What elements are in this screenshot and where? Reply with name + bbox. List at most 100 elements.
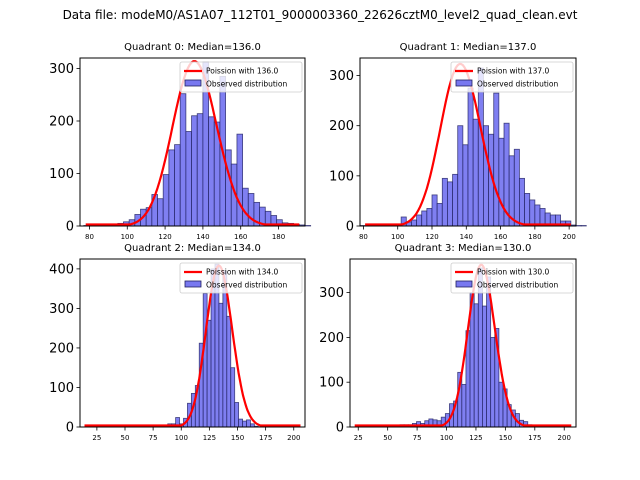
- y-tick-label: 100: [319, 376, 344, 391]
- histogram-bar: [157, 198, 164, 227]
- quadrant-0-axes: 80 100 120 140 160 180 0 100 200 300 Quadrant 0: M…: [49, 42, 312, 241]
- x-tick-label: 80: [359, 233, 368, 241]
- histogram-bar: [416, 214, 423, 227]
- histogram-bar: [580, 225, 587, 227]
- legend-label-observed: Observed distribution: [477, 80, 558, 89]
- legend: Poission with 130.0 Observed distribution: [450, 262, 574, 294]
- y-tick-label: 100: [49, 381, 74, 396]
- histogram-bars: [359, 67, 587, 227]
- histogram-bar: [524, 193, 531, 227]
- x-tick-label: 100: [121, 233, 134, 241]
- histogram-bar: [202, 292, 208, 428]
- histogram-bar: [242, 420, 247, 428]
- x-tick-label: 25: [92, 434, 101, 442]
- y-tick-label: 300: [329, 69, 354, 84]
- y-tick-label: 400: [49, 262, 74, 277]
- x-tick-label: 200: [287, 434, 300, 442]
- y-tick-label: 200: [49, 115, 74, 130]
- y-tick-label: 0: [346, 220, 354, 235]
- x-tick-label: 160: [234, 233, 247, 241]
- x-tick-label: 120: [425, 233, 438, 241]
- x-tick-label: 180: [528, 233, 541, 241]
- histogram-bar: [234, 402, 240, 428]
- x-tick-label: 150: [231, 434, 244, 442]
- histogram-bar: [493, 92, 500, 227]
- x-tick-label: 75: [413, 434, 422, 442]
- x-tick-label: 100: [440, 434, 453, 442]
- y-tick-label: 100: [49, 167, 74, 182]
- histogram-bar: [534, 204, 541, 227]
- x-tick-label: 200: [558, 434, 571, 442]
- histogram-bar: [461, 384, 467, 428]
- histogram-bar: [539, 208, 546, 227]
- histogram-bar: [218, 302, 224, 428]
- histogram-bar: [431, 194, 438, 227]
- poisson-curve: [84, 264, 301, 427]
- legend-box: [179, 61, 303, 93]
- x-tick-label: 200: [562, 233, 575, 241]
- axes-frame: [349, 258, 577, 428]
- histogram-bar: [246, 419, 251, 428]
- axes-title: Quadrant 2: Median=134.0: [124, 243, 261, 254]
- histogram-bar: [482, 305, 487, 428]
- histogram-bar: [226, 315, 232, 428]
- legend-bar-swatch: [455, 79, 473, 87]
- histogram-bar: [472, 118, 479, 227]
- legend-label-poisson: Poission with 130.0: [477, 268, 550, 277]
- histogram-bar: [436, 203, 443, 227]
- histogram-bar: [467, 87, 474, 227]
- x-tick-label: 140: [460, 233, 473, 241]
- histogram-bar: [236, 133, 244, 227]
- histogram-bar: [529, 199, 536, 227]
- y-tick-label: 200: [319, 331, 344, 346]
- x-tick-label: 175: [259, 434, 272, 442]
- histogram-bar: [513, 148, 520, 227]
- histogram-bar: [426, 208, 433, 227]
- histogram-bar: [498, 137, 505, 227]
- y-tick-label: 300: [49, 62, 74, 77]
- histogram-bar: [304, 225, 312, 227]
- histogram-bar: [162, 174, 170, 227]
- x-tick-label: 175: [528, 434, 541, 442]
- histogram-bar: [230, 367, 236, 428]
- axes-title: Quadrant 1: Median=137.0: [400, 42, 537, 53]
- y-tick-label: 200: [329, 119, 354, 134]
- histogram-bar: [462, 144, 469, 227]
- y-tick-label: 0: [66, 421, 74, 436]
- histogram-bar: [441, 177, 448, 227]
- histogram-bar: [168, 149, 175, 227]
- histogram-bar: [242, 187, 249, 227]
- y-tick-label: 0: [336, 421, 344, 436]
- quadrant-2-axes: 25 50 75 100 125 150 175 200 0 100 200 300 400 Quadra…: [49, 243, 306, 442]
- histogram-bar: [208, 116, 215, 227]
- histogram-bar: [473, 303, 479, 428]
- histogram-bar: [457, 125, 464, 227]
- axes-title: Quadrant 3: Median=130.0: [395, 243, 532, 254]
- quadrant-3-axes: 25 50 75 100 125 150 175 200 0 100 200 300 Quadrant …: [319, 243, 577, 442]
- x-tick-label: 160: [494, 233, 507, 241]
- quadrant-1-axes: 80 100 120 140 160 180 200 0 100 200 300 Quadrant 1…: [329, 42, 587, 241]
- x-tick-label: 180: [272, 233, 285, 241]
- histogram-bar: [411, 219, 417, 227]
- legend-box: [179, 262, 303, 294]
- histogram-bar: [185, 131, 192, 227]
- x-tick-label: 125: [469, 434, 482, 442]
- legend-label-observed: Observed distribution: [477, 281, 558, 290]
- legend-bar-swatch: [184, 79, 202, 87]
- histogram-bar: [225, 149, 232, 227]
- histogram-bar: [206, 319, 212, 428]
- legend-box: [450, 262, 574, 294]
- x-tick-label: 100: [391, 233, 404, 241]
- histogram-bar: [452, 173, 459, 227]
- histogram-bar: [519, 177, 525, 227]
- legend: Poission with 137.0 Observed distribution: [450, 61, 574, 93]
- x-tick-label: 75: [149, 434, 158, 442]
- x-tick-label: 100: [175, 434, 188, 442]
- y-tick-label: 0: [66, 220, 74, 235]
- x-tick-label: 140: [196, 233, 209, 241]
- histogram-bar: [191, 115, 198, 227]
- y-tick-label: 100: [329, 169, 354, 184]
- x-tick-label: 25: [354, 434, 363, 442]
- histogram-bar: [196, 113, 204, 227]
